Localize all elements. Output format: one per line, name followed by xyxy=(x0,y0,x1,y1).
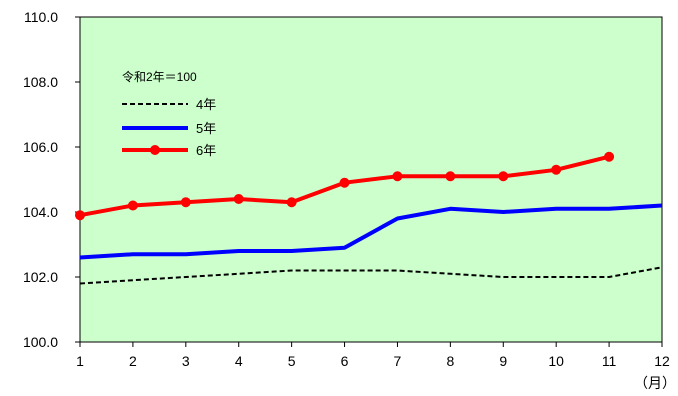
legend-note: 令和2年＝100 xyxy=(122,69,197,84)
data-point-marker xyxy=(286,197,297,208)
series-layer xyxy=(75,151,663,285)
legend-label: 6年 xyxy=(196,143,216,158)
y-tick-label: 108.0 xyxy=(23,74,58,90)
x-unit-label: （月） xyxy=(634,375,676,391)
data-point-marker xyxy=(233,194,244,204)
y-tick-label: 102.0 xyxy=(23,269,58,285)
legend: 令和2年＝100 4年 5年 6年 xyxy=(122,69,216,158)
x-tick-label: 7 xyxy=(394,353,402,369)
x-tick-label: 5 xyxy=(288,353,296,369)
series-line-1 xyxy=(79,266,663,285)
x-tick-label: 10 xyxy=(548,353,564,369)
x-tick-label: 8 xyxy=(446,353,454,369)
x-tick-label: 6 xyxy=(341,353,349,369)
y-axis: 100.0 102.0 104.0 106.0 108.0 110.0 xyxy=(23,9,80,350)
legend-label: 4年 xyxy=(196,97,216,112)
x-tick-label: 12 xyxy=(654,353,670,369)
data-point-marker xyxy=(339,177,350,188)
y-tick-label: 110.0 xyxy=(24,9,58,25)
x-tick-label: 11 xyxy=(602,353,617,369)
x-tick-label: 9 xyxy=(499,353,507,369)
series-line-2 xyxy=(79,203,663,260)
y-tick-label: 106.0 xyxy=(23,139,58,155)
data-point-marker xyxy=(604,151,615,162)
legend-marker xyxy=(150,145,160,155)
data-point-marker xyxy=(75,210,85,221)
y-tick-label: 100.0 xyxy=(23,334,58,350)
data-point-marker xyxy=(127,200,138,211)
data-point-marker xyxy=(445,171,456,182)
data-point-marker xyxy=(498,171,509,182)
data-point-marker xyxy=(180,197,191,208)
y-tick-label: 104.0 xyxy=(23,204,58,220)
x-tick-label: 4 xyxy=(235,353,243,369)
x-tick-label: 3 xyxy=(182,353,190,369)
data-point-marker xyxy=(392,171,403,182)
data-point-marker xyxy=(551,164,562,175)
legend-label: 5年 xyxy=(196,121,216,136)
x-axis: 1 2 3 4 5 6 7 8 9 10 11 12 xyxy=(76,342,670,369)
x-tick-label: 1 xyxy=(76,353,84,369)
x-tick-label: 2 xyxy=(129,353,137,369)
